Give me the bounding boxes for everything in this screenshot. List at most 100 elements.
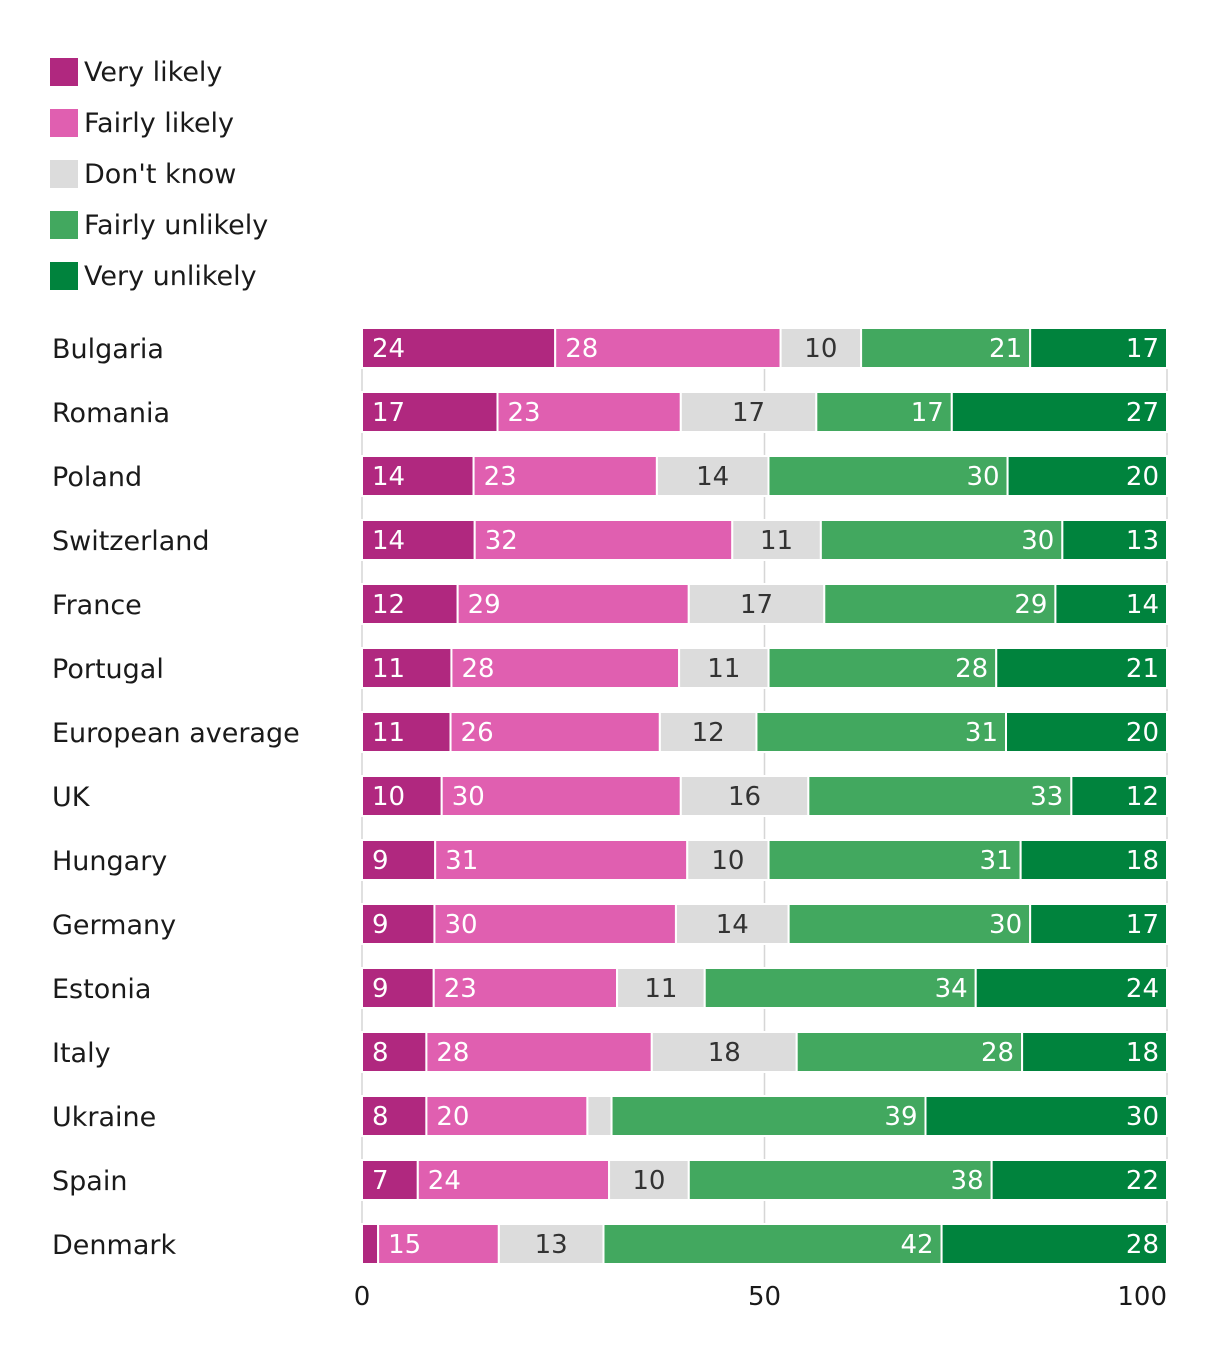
bar-label-ukraine-fairly-likely: 20 — [436, 1102, 469, 1132]
bar-germany-very-likely — [361, 903, 436, 945]
bar-label-switzerland-don-t-know: 11 — [760, 526, 793, 556]
bar-poland-don-t-know — [655, 455, 770, 497]
bar-label-spain-fairly-unlikely: 38 — [951, 1166, 984, 1196]
bar-ukraine-fairly-unlikely — [610, 1095, 927, 1137]
bar-label-european-average-fairly-unlikely: 31 — [965, 718, 998, 748]
bar-portugal-fairly-unlikely — [767, 647, 998, 689]
bar-label-portugal-very-unlikely: 21 — [1126, 654, 1159, 684]
bar-germany-fairly-unlikely — [787, 903, 1032, 945]
bar-label-european-average-don-t-know: 12 — [692, 718, 725, 748]
bar-france-very-likely — [361, 583, 459, 625]
bar-portugal-very-likely — [361, 647, 453, 689]
bar-spain-fairly-unlikely — [687, 1159, 993, 1201]
category-label-france: France — [52, 590, 142, 621]
bar-label-hungary-fairly-likely: 31 — [445, 846, 478, 876]
bar-france-very-unlikely — [1054, 583, 1169, 625]
bar-label-switzerland-fairly-likely: 32 — [485, 526, 518, 556]
bar-label-estonia-very-unlikely: 24 — [1126, 974, 1159, 1004]
bar-ukraine-fairly-likely — [425, 1095, 589, 1137]
category-label-hungary: Hungary — [52, 846, 167, 877]
bar-germany-don-t-know — [674, 903, 790, 945]
bar-portugal-very-unlikely — [995, 647, 1168, 689]
bar-label-poland-fairly-likely: 23 — [484, 462, 517, 492]
bar-bulgaria-very-likely — [361, 327, 557, 369]
bar-denmark-very-likely — [361, 1223, 380, 1265]
bar-romania-very-unlikely — [950, 391, 1169, 433]
bar-label-estonia-fairly-likely: 23 — [444, 974, 477, 1004]
bar-label-estonia-fairly-unlikely: 34 — [935, 974, 968, 1004]
bar-label-ukraine-very-likely: 8 — [372, 1102, 389, 1132]
bar-france-fairly-likely — [456, 583, 690, 625]
legend-label-fairly-unlikely: Fairly unlikely — [84, 210, 268, 241]
bar-switzerland-fairly-unlikely — [819, 519, 1064, 561]
bar-uk-very-unlikely — [1070, 775, 1169, 817]
bar-switzerland-don-t-know — [731, 519, 822, 561]
bar-label-denmark-fairly-unlikely: 42 — [901, 1230, 934, 1260]
bar-estonia-don-t-know — [616, 967, 706, 1009]
bar-label-germany-fairly-unlikely: 30 — [989, 910, 1022, 940]
legend-swatch-fairly-likely — [50, 109, 78, 137]
bar-label-uk-fairly-likely: 30 — [452, 782, 485, 812]
bar-bulgaria-fairly-likely — [554, 327, 782, 369]
bar-label-switzerland-very-likely: 14 — [372, 526, 405, 556]
bar-label-denmark-very-unlikely: 28 — [1126, 1230, 1159, 1260]
bar-label-france-very-likely: 12 — [372, 590, 405, 620]
bar-hungary-very-unlikely — [1019, 839, 1168, 881]
x-tick-label-100: 100 — [1117, 1282, 1167, 1312]
bar-bulgaria-fairly-unlikely — [860, 327, 1032, 369]
x-tick-label-50: 50 — [748, 1282, 781, 1312]
bar-poland-fairly-unlikely — [767, 455, 1009, 497]
bar-estonia-fairly-unlikely — [703, 967, 977, 1009]
bar-france-fairly-unlikely — [823, 583, 1057, 625]
bar-spain-fairly-likely — [416, 1159, 611, 1201]
bar-label-portugal-very-likely: 11 — [372, 654, 405, 684]
legend-swatch-fairly-unlikely — [50, 211, 78, 239]
bar-label-poland-fairly-unlikely: 30 — [967, 462, 1000, 492]
bar-ukraine-very-unlikely — [924, 1095, 1168, 1137]
bar-label-denmark-fairly-likely: 15 — [388, 1230, 421, 1260]
legend: Very likely Fairly likely Don't know Fairly… — [50, 57, 268, 292]
bar-label-estonia-very-likely: 9 — [372, 974, 389, 1004]
category-label-estonia: Estonia — [52, 974, 151, 1005]
category-label-germany: Germany — [52, 910, 176, 941]
bar-label-france-fairly-unlikely: 29 — [1014, 590, 1047, 620]
bar-european-average-very-likely — [361, 711, 452, 753]
bar-label-poland-don-t-know: 14 — [696, 462, 729, 492]
bar-label-italy-fairly-likely: 28 — [436, 1038, 469, 1068]
bar-label-uk-very-unlikely: 12 — [1126, 782, 1159, 812]
bar-label-italy-don-t-know: 18 — [708, 1038, 741, 1068]
bar-label-switzerland-very-unlikely: 13 — [1126, 526, 1159, 556]
bar-switzerland-very-unlikely — [1061, 519, 1168, 561]
x-tick-label-0: 0 — [354, 1282, 371, 1312]
category-label-denmark: Denmark — [52, 1230, 176, 1261]
bar-ukraine-very-likely — [361, 1095, 428, 1137]
bar-label-european-average-very-unlikely: 20 — [1126, 718, 1159, 748]
bar-label-bulgaria-very-likely: 24 — [372, 334, 405, 364]
bar-label-portugal-don-t-know: 11 — [707, 654, 740, 684]
bar-bulgaria-don-t-know — [779, 327, 863, 369]
bar-germany-very-unlikely — [1029, 903, 1169, 945]
legend-swatch-don-t-know — [50, 160, 78, 188]
bar-uk-fairly-unlikely — [807, 775, 1073, 817]
category-label-switzerland: Switzerland — [52, 526, 210, 557]
bar-label-germany-very-unlikely: 17 — [1126, 910, 1159, 940]
bar-hungary-don-t-know — [686, 839, 770, 881]
bar-romania-fairly-unlikely — [815, 391, 953, 433]
bar-label-uk-fairly-unlikely: 33 — [1030, 782, 1063, 812]
bar-denmark-very-unlikely — [940, 1223, 1168, 1265]
bar-label-romania-fairly-unlikely: 17 — [911, 398, 944, 428]
bar-label-switzerland-fairly-unlikely: 30 — [1021, 526, 1054, 556]
bar-hungary-fairly-unlikely — [767, 839, 1022, 881]
legend-label-don-t-know: Don't know — [84, 159, 236, 190]
bar-spain-don-t-know — [608, 1159, 690, 1201]
bar-spain-very-unlikely — [990, 1159, 1168, 1201]
bar-poland-fairly-likely — [472, 455, 658, 497]
bar-france-don-t-know — [687, 583, 826, 625]
bar-italy-fairly-likely — [425, 1031, 653, 1073]
bar-european-average-don-t-know — [658, 711, 758, 753]
bar-label-uk-don-t-know: 16 — [728, 782, 761, 812]
bar-label-germany-fairly-likely: 30 — [444, 910, 477, 940]
bar-italy-fairly-unlikely — [795, 1031, 1024, 1073]
legend-label-very-unlikely: Very unlikely — [84, 261, 257, 292]
